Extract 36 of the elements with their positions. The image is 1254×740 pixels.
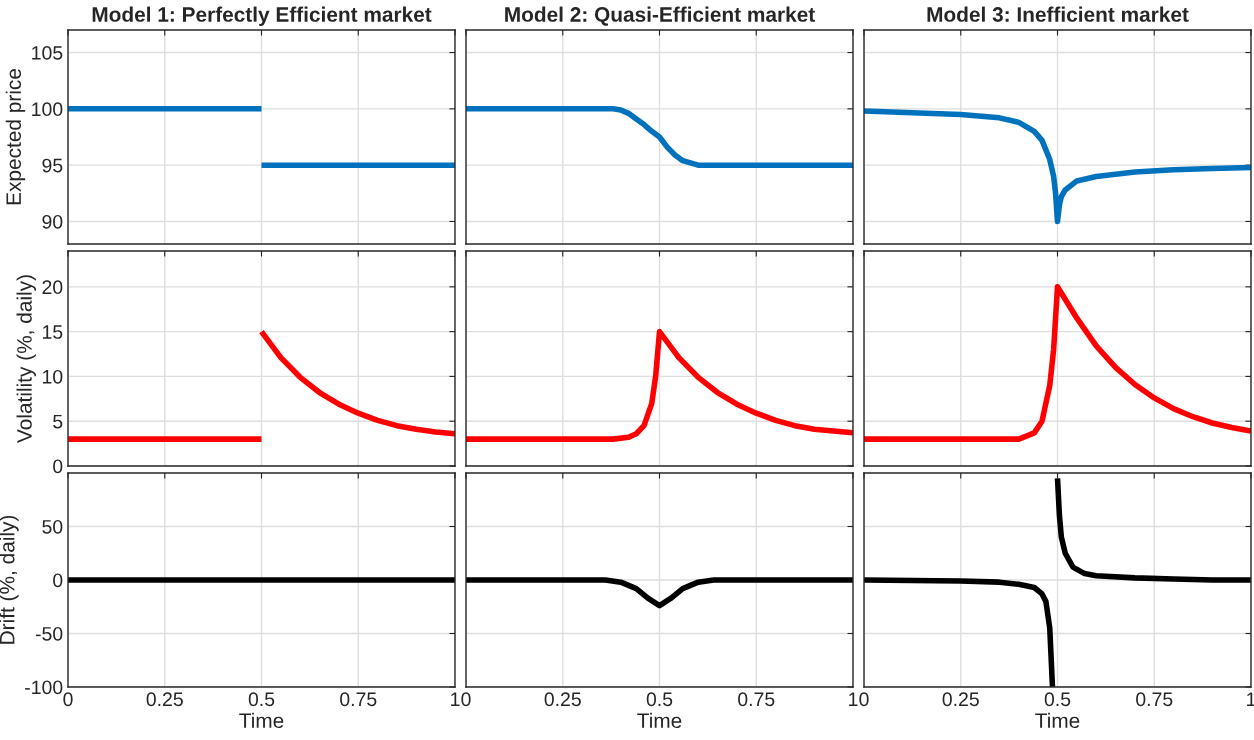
- x-axis-title: Time: [239, 712, 284, 729]
- x-tick-label: 0: [63, 692, 73, 707]
- y-tick-label: 50: [42, 519, 63, 534]
- chart-title: Model 3: Inefficient market: [927, 6, 1189, 22]
- x-tick-label: 1: [849, 692, 858, 706]
- y-tick-label: 100: [32, 102, 63, 117]
- y-tick-label: 10: [43, 369, 63, 384]
- x-tick-label: 0.5: [646, 692, 673, 707]
- x-tick-label: 0.5: [248, 692, 275, 707]
- y-axis-title: Expected price: [5, 69, 26, 205]
- y-tick-label: 15: [43, 325, 63, 339]
- x-axis-title: Time: [637, 712, 682, 729]
- y-tick-label: 105: [32, 45, 63, 60]
- y-tick-label: 0: [53, 573, 63, 588]
- y-tick-label: 95: [42, 158, 63, 173]
- x-tick-label: 0.75: [340, 692, 377, 707]
- y-tick-label: -100: [25, 680, 63, 695]
- chart-title: Model 1: Perfectly Efficient market: [92, 6, 432, 26]
- x-tick-label: 0: [859, 692, 869, 707]
- y-axis-title: Volatility (%, daily): [16, 275, 36, 443]
- y-tick-label: 0: [53, 459, 63, 474]
- y-tick-label: 5: [53, 414, 63, 429]
- x-tick-label: 0.75: [738, 692, 775, 707]
- x-tick-label: 0.5: [1044, 692, 1071, 707]
- x-tick-label: 0: [461, 692, 471, 707]
- chart-title: Model 2: Quasi-Efficient market: [505, 6, 815, 26]
- x-tick-label: 0.25: [942, 692, 979, 707]
- y-tick-label: 20: [42, 280, 63, 295]
- x-tick-label: 0.25: [146, 692, 183, 707]
- y-tick-label: -50: [35, 626, 63, 641]
- x-axis-title: Time: [1035, 712, 1080, 729]
- y-axis-title: Drift (%, daily): [0, 515, 19, 644]
- x-tick-label: 0.75: [1136, 692, 1173, 707]
- x-tick-label: 1: [451, 692, 460, 706]
- x-tick-label: 0.25: [544, 692, 581, 707]
- y-tick-label: 90: [42, 214, 63, 229]
